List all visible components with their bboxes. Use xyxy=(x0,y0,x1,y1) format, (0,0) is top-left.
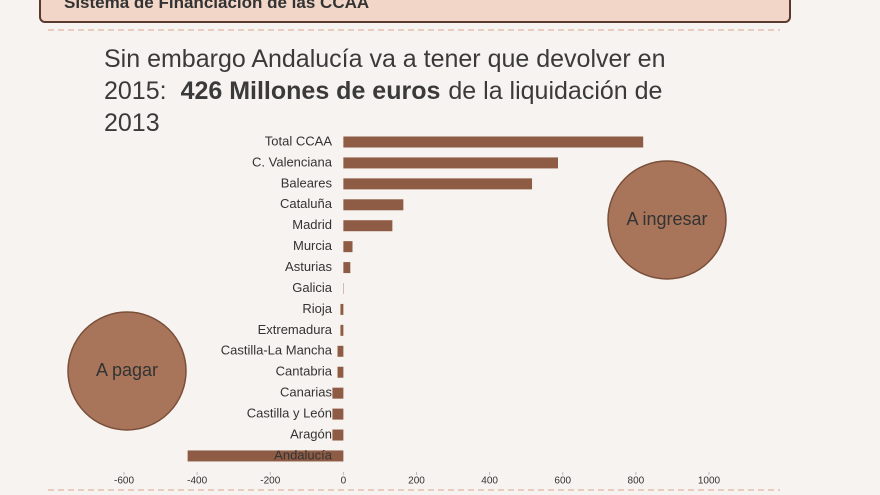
category-label: Baleares xyxy=(281,175,333,190)
bar xyxy=(343,136,644,148)
bar xyxy=(340,324,344,336)
x-tick-label: 600 xyxy=(554,476,571,487)
title-part: 2015: xyxy=(104,77,167,105)
category-label: Cantabria xyxy=(276,364,333,379)
annotation-circle xyxy=(67,311,187,431)
bar xyxy=(337,345,344,357)
annotation-circle xyxy=(607,160,727,280)
category-label: Andalucía xyxy=(274,447,333,462)
x-tick-label: 1000 xyxy=(698,476,721,487)
category-label: Castilla-La Mancha xyxy=(221,343,333,358)
title-line: Sin embargo Andalucía va a tener que dev… xyxy=(104,45,666,73)
category-label: Galicia xyxy=(292,280,333,295)
bar xyxy=(343,157,558,169)
category-label: Madrid xyxy=(292,217,332,232)
category-label: Rioja xyxy=(302,301,332,316)
category-label: Canarias xyxy=(280,385,333,400)
title-part: de la liquidación de xyxy=(448,77,662,105)
title-bold: 426 Millones de euros xyxy=(181,77,441,105)
header-box xyxy=(39,0,791,23)
category-label: Asturias xyxy=(285,259,332,274)
category-label: Aragón xyxy=(290,426,332,441)
bar xyxy=(332,387,344,399)
bar xyxy=(343,220,393,232)
title-line: 2013 xyxy=(104,109,160,137)
category-label: Cataluña xyxy=(280,196,333,211)
bar xyxy=(332,429,344,441)
x-tick-label: -600 xyxy=(114,476,134,487)
bar xyxy=(332,408,344,420)
x-tick-label: 200 xyxy=(408,476,425,487)
x-tick-label: -400 xyxy=(187,476,207,487)
bar xyxy=(337,366,344,378)
bar xyxy=(343,178,533,190)
bar xyxy=(343,199,404,211)
bar xyxy=(340,303,344,315)
category-label: Murcia xyxy=(293,238,333,253)
annotation: A pagar xyxy=(96,360,158,380)
x-tick-label: -200 xyxy=(260,476,280,487)
category-label: Castilla y León xyxy=(247,406,332,421)
category-label: C. Valenciana xyxy=(252,154,333,169)
x-tick-label: 800 xyxy=(628,476,645,487)
header-title: Sistema de Financiación de las CCAA xyxy=(64,0,369,12)
x-tick-label: 400 xyxy=(481,476,498,487)
bar xyxy=(343,241,353,253)
bar xyxy=(343,262,351,274)
bar xyxy=(187,450,344,462)
annotation: A ingresar xyxy=(626,209,707,229)
title-line: 2015: 426 Millones de euros de la liquidac… xyxy=(104,77,662,105)
category-label: Extremadura xyxy=(258,322,333,337)
category-label: Total CCAA xyxy=(265,133,333,148)
x-tick-label: 0 xyxy=(341,476,347,487)
